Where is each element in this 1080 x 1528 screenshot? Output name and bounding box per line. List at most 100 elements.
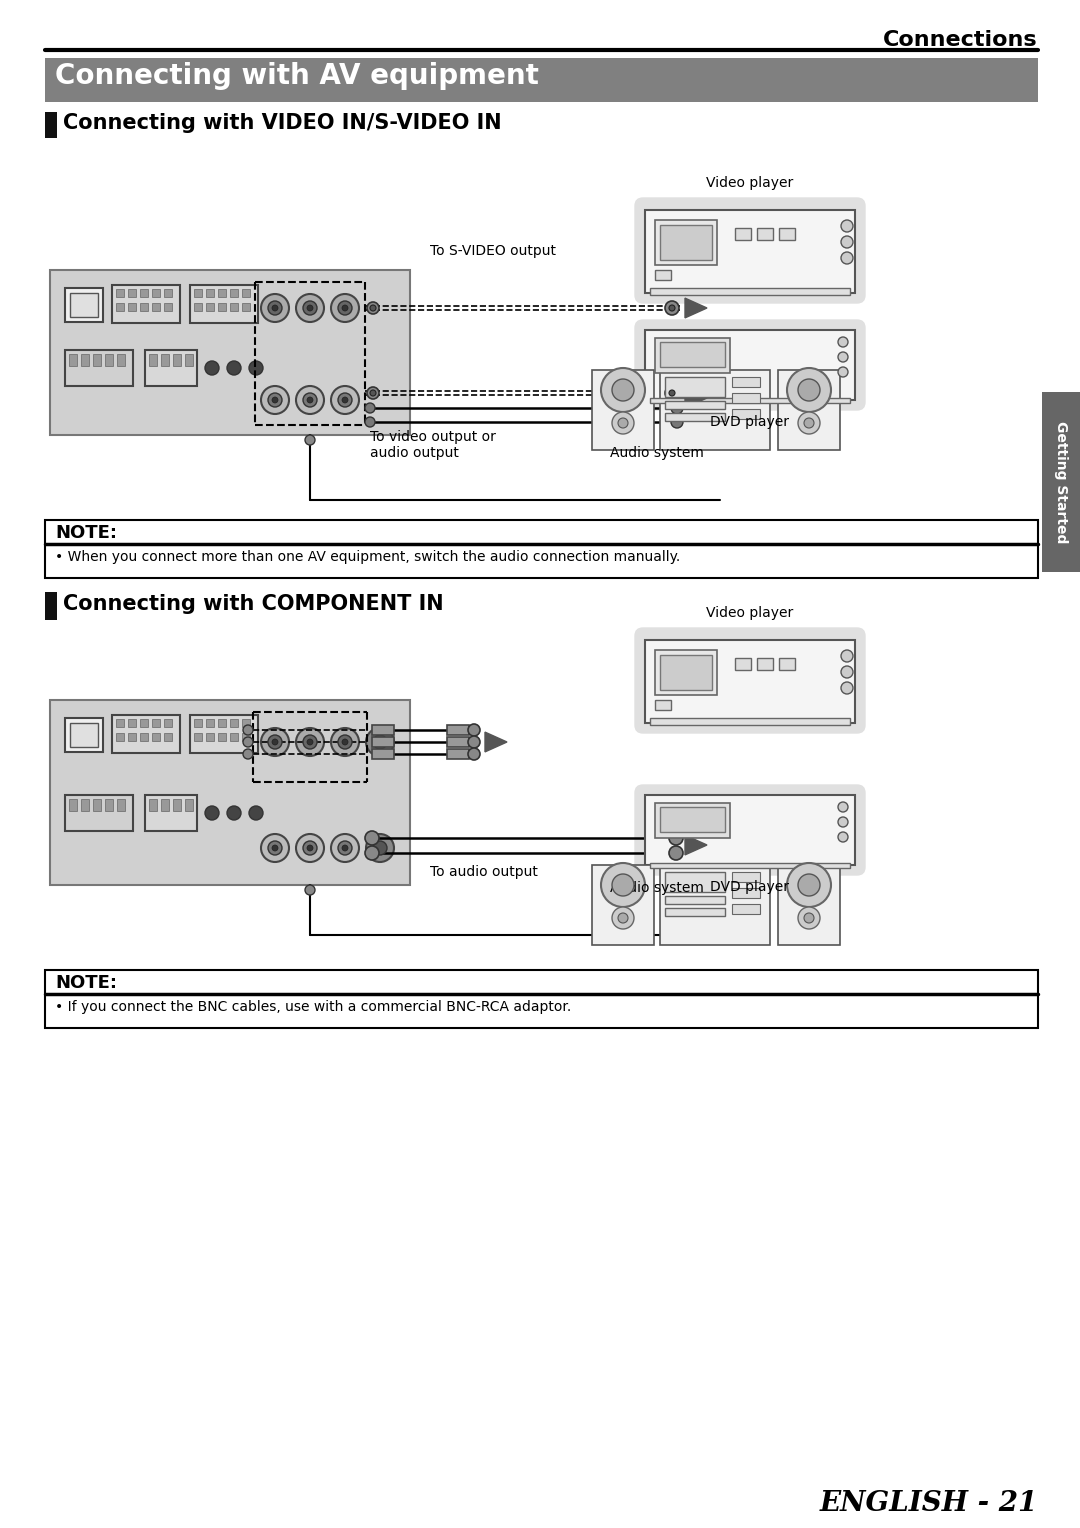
Bar xyxy=(164,720,172,727)
Circle shape xyxy=(804,914,814,923)
Bar xyxy=(230,720,238,727)
Bar xyxy=(779,659,795,669)
Bar xyxy=(654,338,730,373)
Bar xyxy=(242,720,249,727)
Circle shape xyxy=(303,301,318,315)
Text: Connecting with VIDEO IN/S-VIDEO IN: Connecting with VIDEO IN/S-VIDEO IN xyxy=(63,113,501,133)
Bar xyxy=(190,286,258,322)
Bar xyxy=(65,718,103,752)
Bar xyxy=(152,733,160,741)
Bar xyxy=(654,220,717,264)
Circle shape xyxy=(798,874,820,895)
Circle shape xyxy=(261,727,289,756)
Circle shape xyxy=(303,393,318,406)
Bar xyxy=(654,700,671,711)
Circle shape xyxy=(261,387,289,414)
Circle shape xyxy=(838,817,848,827)
Circle shape xyxy=(307,740,313,746)
Bar xyxy=(69,354,77,367)
Circle shape xyxy=(787,863,831,908)
Bar xyxy=(117,799,125,811)
Circle shape xyxy=(838,802,848,811)
Bar xyxy=(735,228,751,240)
Circle shape xyxy=(227,805,241,821)
Text: • When you connect more than one AV equipment, switch the audio connection manua: • When you connect more than one AV equi… xyxy=(55,550,680,564)
Circle shape xyxy=(338,301,352,315)
Bar xyxy=(129,289,136,296)
Bar xyxy=(45,520,1038,578)
Circle shape xyxy=(838,351,848,362)
Circle shape xyxy=(804,419,814,428)
Bar xyxy=(190,715,258,753)
Bar xyxy=(230,289,238,296)
Polygon shape xyxy=(685,388,707,408)
Bar xyxy=(194,303,202,312)
FancyBboxPatch shape xyxy=(635,628,865,733)
Bar xyxy=(152,289,160,296)
Text: Connecting with COMPONENT IN: Connecting with COMPONENT IN xyxy=(63,594,444,614)
Bar xyxy=(116,289,124,296)
Circle shape xyxy=(468,749,480,759)
Bar xyxy=(650,287,850,295)
Text: Audio system: Audio system xyxy=(610,882,704,895)
Text: • If you connect the BNC cables, use with a commercial BNC-RCA adaptor.: • If you connect the BNC cables, use wit… xyxy=(55,999,571,1015)
Circle shape xyxy=(243,749,253,759)
Circle shape xyxy=(665,301,679,315)
Bar xyxy=(164,289,172,296)
Text: Connections: Connections xyxy=(883,31,1038,50)
Circle shape xyxy=(841,220,853,232)
Bar xyxy=(129,720,136,727)
Circle shape xyxy=(249,361,264,374)
Circle shape xyxy=(618,419,627,428)
Polygon shape xyxy=(685,298,707,318)
Bar xyxy=(757,659,773,669)
Bar xyxy=(447,724,469,735)
Bar xyxy=(1042,393,1080,571)
Bar xyxy=(65,287,103,322)
Circle shape xyxy=(841,681,853,694)
Bar xyxy=(145,350,197,387)
Bar xyxy=(372,724,394,735)
Bar xyxy=(242,733,249,741)
Bar xyxy=(665,872,725,892)
Circle shape xyxy=(272,306,278,312)
Circle shape xyxy=(669,390,675,396)
Bar xyxy=(645,209,855,293)
Bar xyxy=(45,970,1038,1028)
Circle shape xyxy=(367,303,379,313)
Text: NOTE:: NOTE: xyxy=(55,524,117,542)
Circle shape xyxy=(370,306,376,312)
Bar xyxy=(140,303,148,312)
Bar xyxy=(757,228,773,240)
Circle shape xyxy=(330,834,359,862)
Bar xyxy=(779,228,795,240)
Bar xyxy=(650,718,850,724)
Text: Connecting with AV equipment: Connecting with AV equipment xyxy=(55,63,539,90)
Bar xyxy=(70,723,98,747)
Bar xyxy=(732,872,760,882)
Bar xyxy=(152,720,160,727)
Bar xyxy=(50,700,410,885)
Bar xyxy=(161,354,168,367)
Circle shape xyxy=(665,387,679,400)
Circle shape xyxy=(296,727,324,756)
Circle shape xyxy=(838,367,848,377)
Bar xyxy=(206,289,214,296)
Bar xyxy=(654,649,717,695)
Bar xyxy=(194,733,202,741)
Circle shape xyxy=(365,847,379,860)
Bar xyxy=(129,733,136,741)
Bar xyxy=(112,715,180,753)
Circle shape xyxy=(249,805,264,821)
Bar xyxy=(161,799,168,811)
Bar xyxy=(218,303,226,312)
Text: DVD player: DVD player xyxy=(711,416,789,429)
Bar xyxy=(732,905,760,914)
FancyBboxPatch shape xyxy=(635,785,865,876)
Circle shape xyxy=(612,874,634,895)
Bar xyxy=(185,354,193,367)
Circle shape xyxy=(468,736,480,749)
Circle shape xyxy=(342,845,348,851)
Bar xyxy=(173,799,181,811)
Circle shape xyxy=(261,834,289,862)
